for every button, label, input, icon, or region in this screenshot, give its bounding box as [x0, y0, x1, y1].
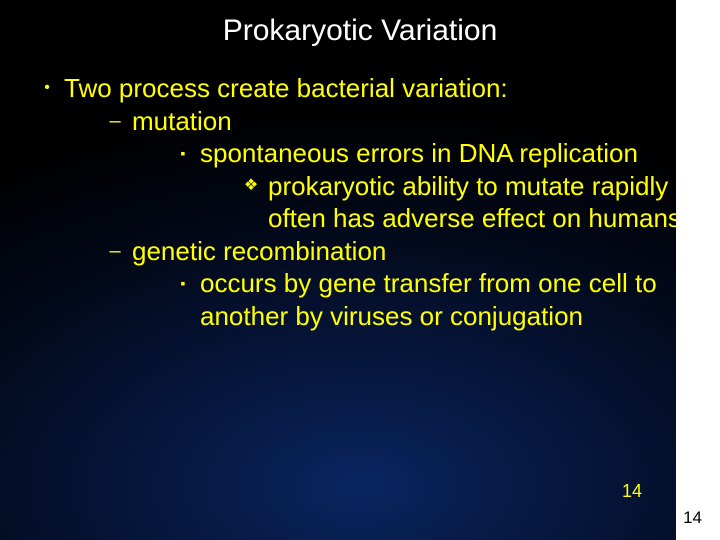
list-level-3: ▪ occurs by gene transfer from one cell …: [132, 267, 690, 332]
list-level-1: • Two process create bacterial variation…: [30, 72, 690, 334]
bullet-square-icon: ▪: [166, 267, 200, 299]
list-level-4: ❖ prokaryotic ability to mutate rapidly …: [200, 170, 690, 235]
slide-number-outer: 14: [683, 508, 702, 528]
right-margin-strip: [676, 0, 720, 540]
slide-title: Prokaryotic Variation: [0, 0, 720, 48]
bullet-dot-icon: •: [30, 72, 64, 104]
list-level-3: ▪ spontaneous errors in DNA replication …: [132, 137, 690, 235]
list-item-text: mutation: [132, 106, 232, 136]
list-item-text: spontaneous errors in DNA replication: [200, 138, 638, 168]
list-item-text: prokaryotic ability to mutate rapidly of…: [268, 171, 681, 234]
list-item-text: genetic recombination: [132, 236, 386, 266]
list-item-text: occurs by gene transfer from one cell to…: [200, 268, 657, 331]
list-item: ❖ prokaryotic ability to mutate rapidly …: [234, 170, 690, 235]
list-item: ▪ spontaneous errors in DNA replication …: [166, 137, 690, 235]
bullet-dash-icon: –: [98, 105, 132, 137]
slide-body: • Two process create bacterial variation…: [0, 48, 720, 334]
list-item: • Two process create bacterial variation…: [30, 72, 690, 334]
list-item: – genetic recombination ▪ occurs by gene…: [98, 235, 690, 333]
list-item: – mutation ▪ spontaneous errors in DNA r…: [98, 105, 690, 235]
list-item: ▪ occurs by gene transfer from one cell …: [166, 267, 690, 332]
bullet-dash-icon: –: [98, 235, 132, 267]
bullet-square-icon: ▪: [166, 137, 200, 169]
list-item-text: Two process create bacterial variation:: [64, 73, 508, 103]
list-level-2: – mutation ▪ spontaneous errors in DNA r…: [64, 105, 690, 333]
bullet-diamond-icon: ❖: [234, 170, 268, 202]
slide: Prokaryotic Variation • Two process crea…: [0, 0, 720, 540]
slide-number-inner: 14: [622, 481, 642, 502]
